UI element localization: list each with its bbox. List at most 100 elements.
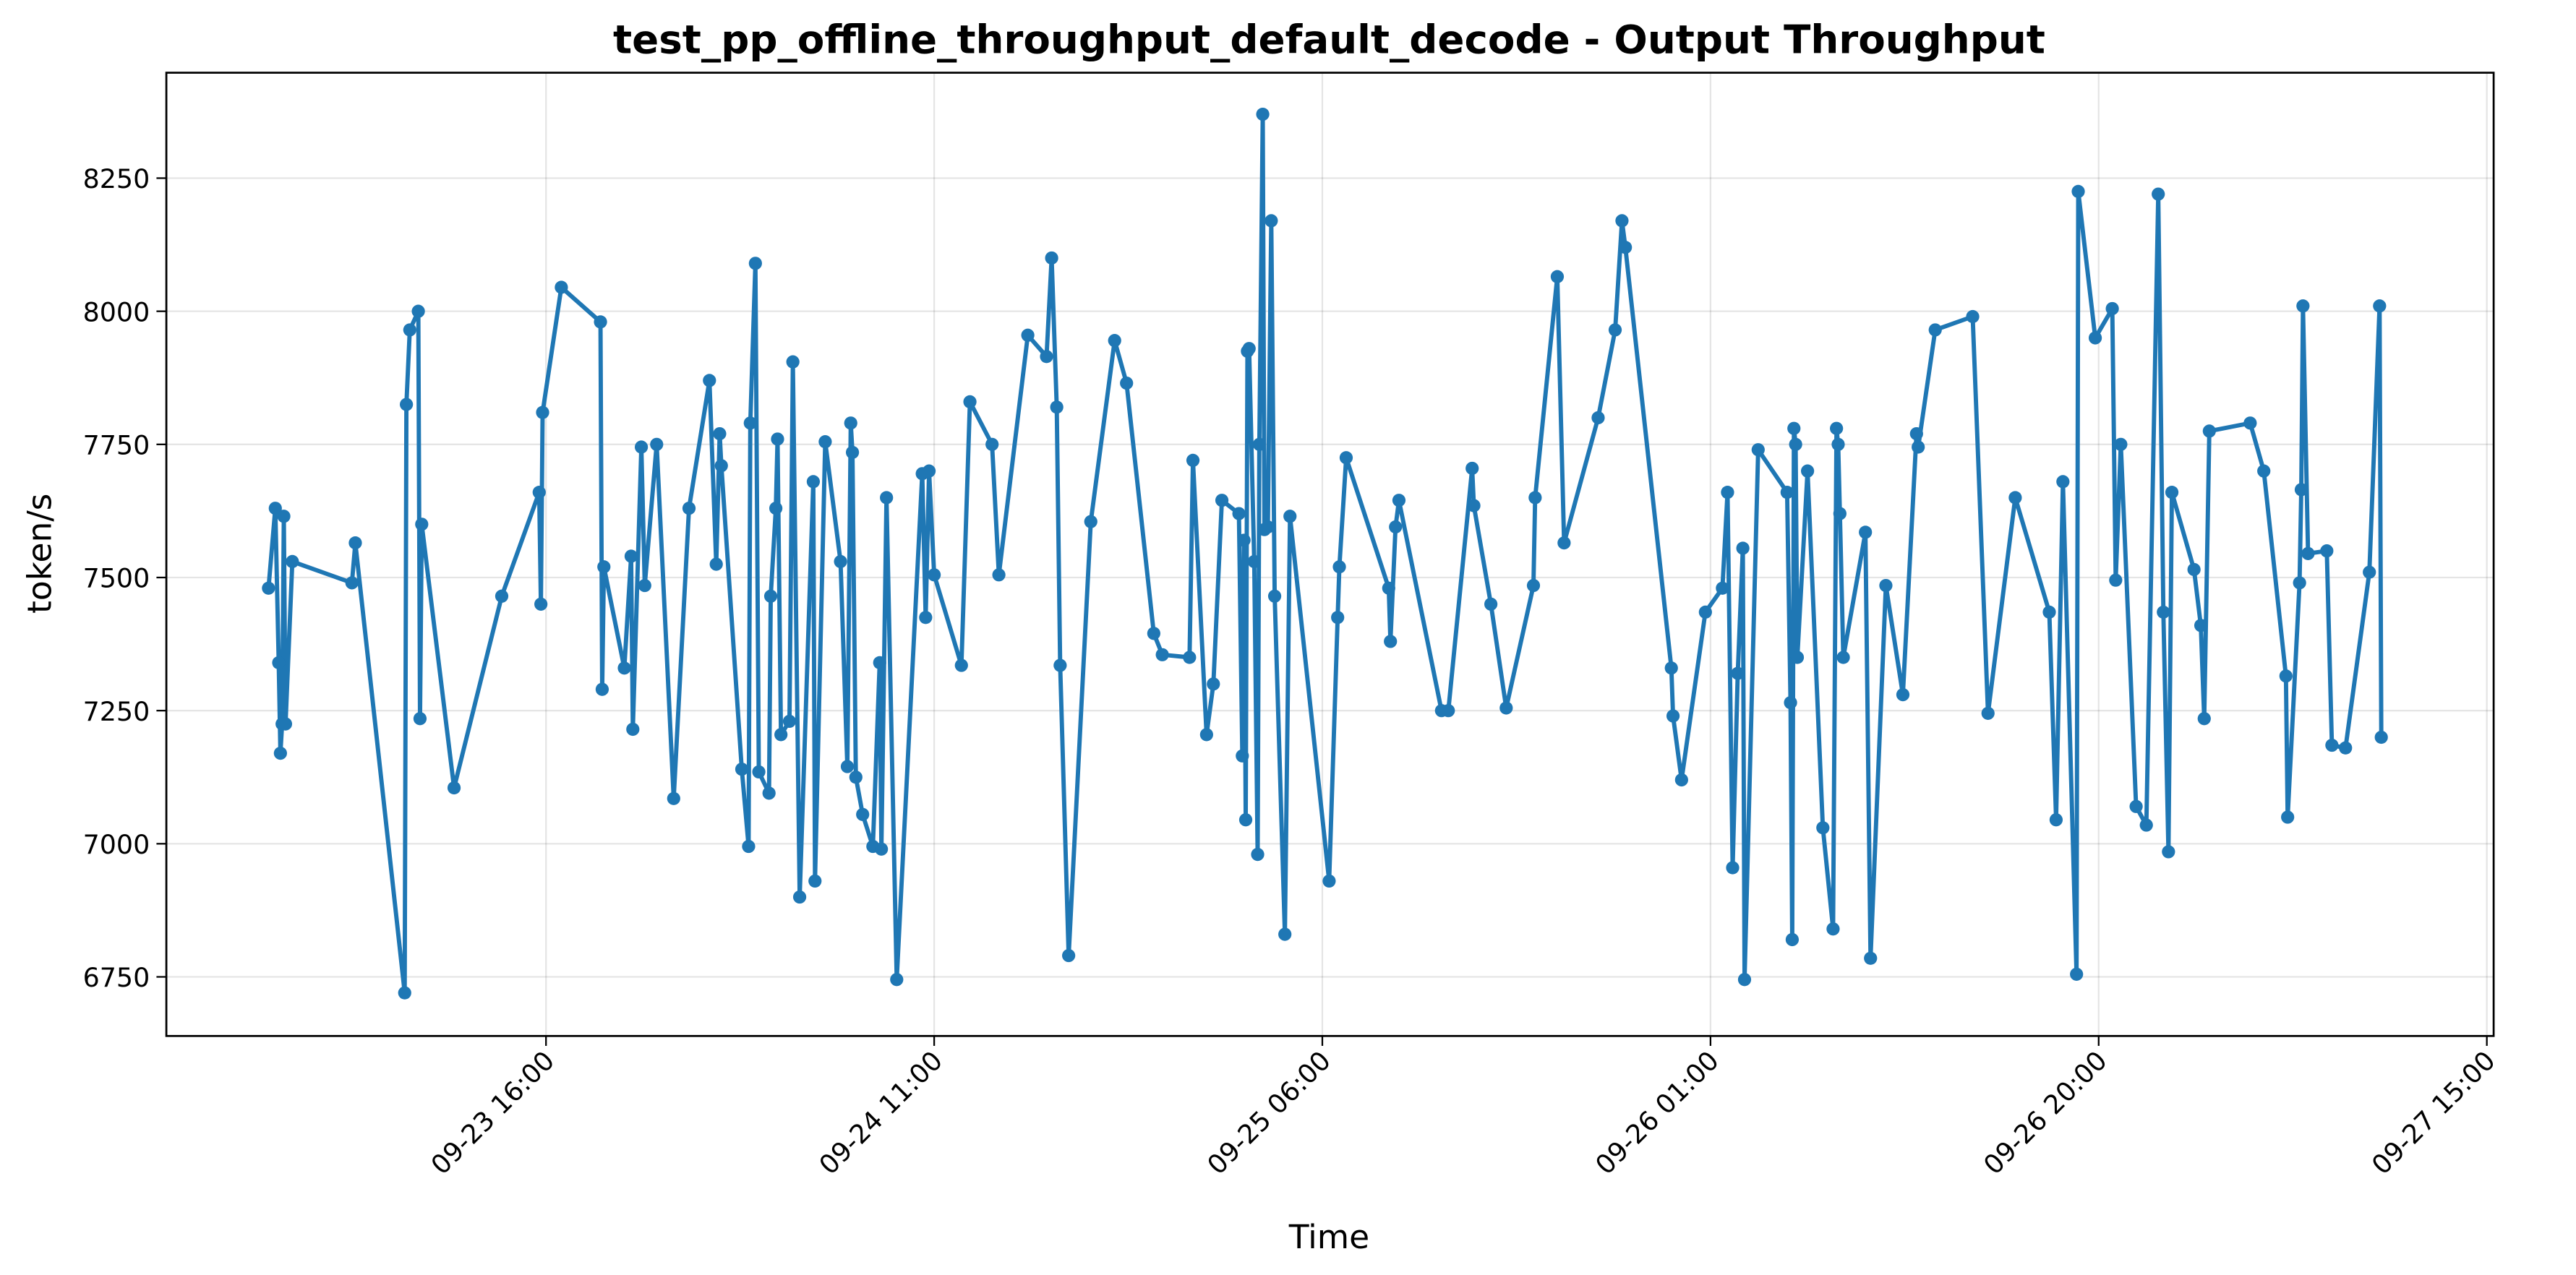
data-point	[272, 656, 286, 669]
data-point	[1909, 426, 1923, 441]
data-point	[1928, 323, 1942, 337]
data-point	[1785, 932, 1800, 947]
x-axis-label: Time	[1288, 1218, 1369, 1256]
data-point	[2374, 730, 2388, 744]
data-point	[1879, 578, 1893, 593]
y-tick-label: 7750	[83, 429, 150, 460]
x-tick-label: 09-25 06:00	[1201, 1045, 1337, 1181]
data-point	[2243, 416, 2257, 430]
data-point	[1664, 661, 1678, 675]
data-point	[2088, 331, 2102, 345]
data-point	[922, 464, 936, 478]
data-point	[345, 576, 359, 590]
data-point	[714, 459, 728, 473]
data-point	[2162, 845, 2175, 859]
data-point	[2070, 967, 2084, 981]
data-point	[844, 416, 857, 430]
data-point	[1830, 421, 1844, 435]
y-tick-label: 7500	[83, 563, 150, 594]
data-point	[834, 554, 847, 569]
data-point	[667, 791, 680, 805]
data-point	[1721, 486, 1734, 499]
data-point	[1674, 773, 1688, 787]
data-point	[650, 437, 664, 451]
data-point	[1265, 214, 1278, 228]
data-point	[985, 437, 999, 451]
x-tick-label: 09-26 01:00	[1589, 1045, 1725, 1181]
data-point	[268, 502, 282, 515]
data-point	[786, 355, 800, 369]
data-point	[1484, 597, 1498, 611]
data-point	[769, 502, 783, 515]
data-point	[411, 304, 425, 318]
data-point	[1247, 554, 1261, 569]
data-point	[413, 712, 427, 726]
plot-frame	[165, 72, 2495, 1037]
data-point	[742, 839, 756, 854]
data-point	[1045, 251, 1058, 265]
data-point	[1021, 328, 1035, 342]
data-point	[1465, 461, 1479, 476]
data-point	[262, 581, 275, 595]
data-point	[555, 280, 568, 294]
data-point	[1232, 507, 1246, 520]
data-point	[1120, 376, 1134, 390]
data-point	[536, 405, 549, 419]
data-point	[1278, 927, 1292, 941]
data-point	[617, 661, 631, 675]
data-point	[1499, 701, 1513, 715]
data-point	[880, 491, 894, 505]
data-point	[415, 518, 429, 531]
data-point	[2139, 818, 2153, 832]
data-point	[1147, 627, 1160, 640]
data-point	[1859, 525, 1873, 539]
data-point	[2187, 562, 2201, 577]
data-point	[595, 682, 609, 696]
data-point	[348, 536, 362, 550]
y-tick-label: 8250	[83, 163, 150, 194]
data-point	[1186, 453, 1200, 468]
data-point	[806, 475, 821, 489]
data-point	[763, 589, 778, 603]
data-point	[2008, 491, 2022, 505]
data-point	[1256, 107, 1270, 121]
data-point	[1826, 922, 1840, 936]
data-point	[890, 973, 904, 987]
data-point	[1050, 400, 1064, 414]
data-point	[273, 747, 287, 760]
data-point	[735, 763, 749, 776]
data-point	[2293, 576, 2306, 590]
data-point	[1267, 589, 1282, 603]
data-point	[748, 257, 762, 270]
y-axis-label: token/s	[21, 494, 59, 614]
data-point	[1737, 973, 1752, 987]
data-point	[771, 432, 784, 446]
data-point	[927, 568, 941, 582]
data-point	[840, 760, 855, 773]
data-point	[400, 398, 414, 411]
y-tick-label: 6750	[83, 962, 150, 993]
x-tick-label: 09-26 20:00	[1977, 1045, 2113, 1181]
data-point	[1252, 437, 1266, 451]
data-point	[1831, 437, 1845, 451]
data-point	[774, 728, 788, 742]
data-point	[1384, 635, 1398, 648]
data-point	[963, 395, 977, 408]
data-point	[626, 722, 640, 737]
data-point	[532, 486, 546, 499]
data-point	[1787, 421, 1801, 435]
data-point	[1731, 666, 1745, 680]
data-point	[2320, 544, 2334, 558]
data-point	[1442, 704, 1455, 718]
data-point	[1833, 507, 1847, 520]
y-tick-label: 7000	[83, 829, 150, 860]
data-point	[534, 597, 548, 611]
data-point	[2202, 424, 2216, 438]
y-tick-label: 8000	[83, 296, 150, 327]
data-point	[2257, 464, 2271, 478]
data-point	[1199, 728, 1213, 742]
data-point	[1251, 847, 1265, 862]
data-point	[1207, 677, 1220, 691]
